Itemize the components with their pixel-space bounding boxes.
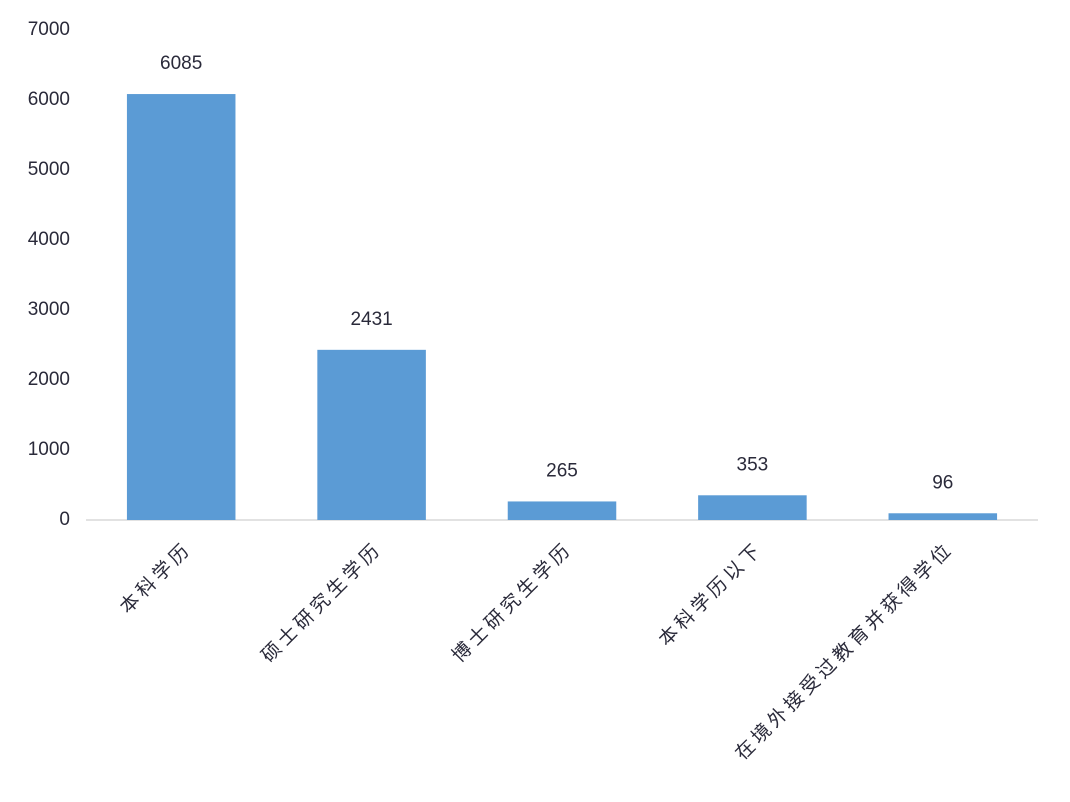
y-tick-label: 0	[59, 509, 70, 530]
y-tick-label: 4000	[28, 229, 70, 250]
bar	[317, 349, 426, 520]
bar	[507, 501, 617, 520]
x-tick-label: 硕士研究生学历	[257, 538, 386, 667]
x-tick-label: 博士研究生学历	[448, 538, 577, 667]
x-tick-label: 本科学历	[116, 538, 197, 619]
data-label: 353	[737, 454, 769, 475]
y-tick-label: 7000	[28, 19, 70, 40]
bar	[888, 513, 998, 520]
y-tick-label: 1000	[28, 439, 70, 460]
bar	[126, 94, 236, 521]
data-label: 6085	[160, 53, 202, 74]
y-tick-label: 3000	[28, 299, 70, 320]
data-label: 2431	[350, 309, 392, 330]
x-tick-label: 本科学历以下	[654, 538, 767, 651]
x-tick-label: 在境外接受过教育并获得学位	[731, 538, 958, 765]
data-label: 265	[546, 460, 578, 481]
y-tick-label: 6000	[28, 89, 70, 110]
data-label: 96	[932, 472, 953, 493]
y-tick-label: 2000	[28, 369, 70, 390]
bar	[698, 495, 807, 520]
y-tick-label: 5000	[28, 159, 70, 180]
